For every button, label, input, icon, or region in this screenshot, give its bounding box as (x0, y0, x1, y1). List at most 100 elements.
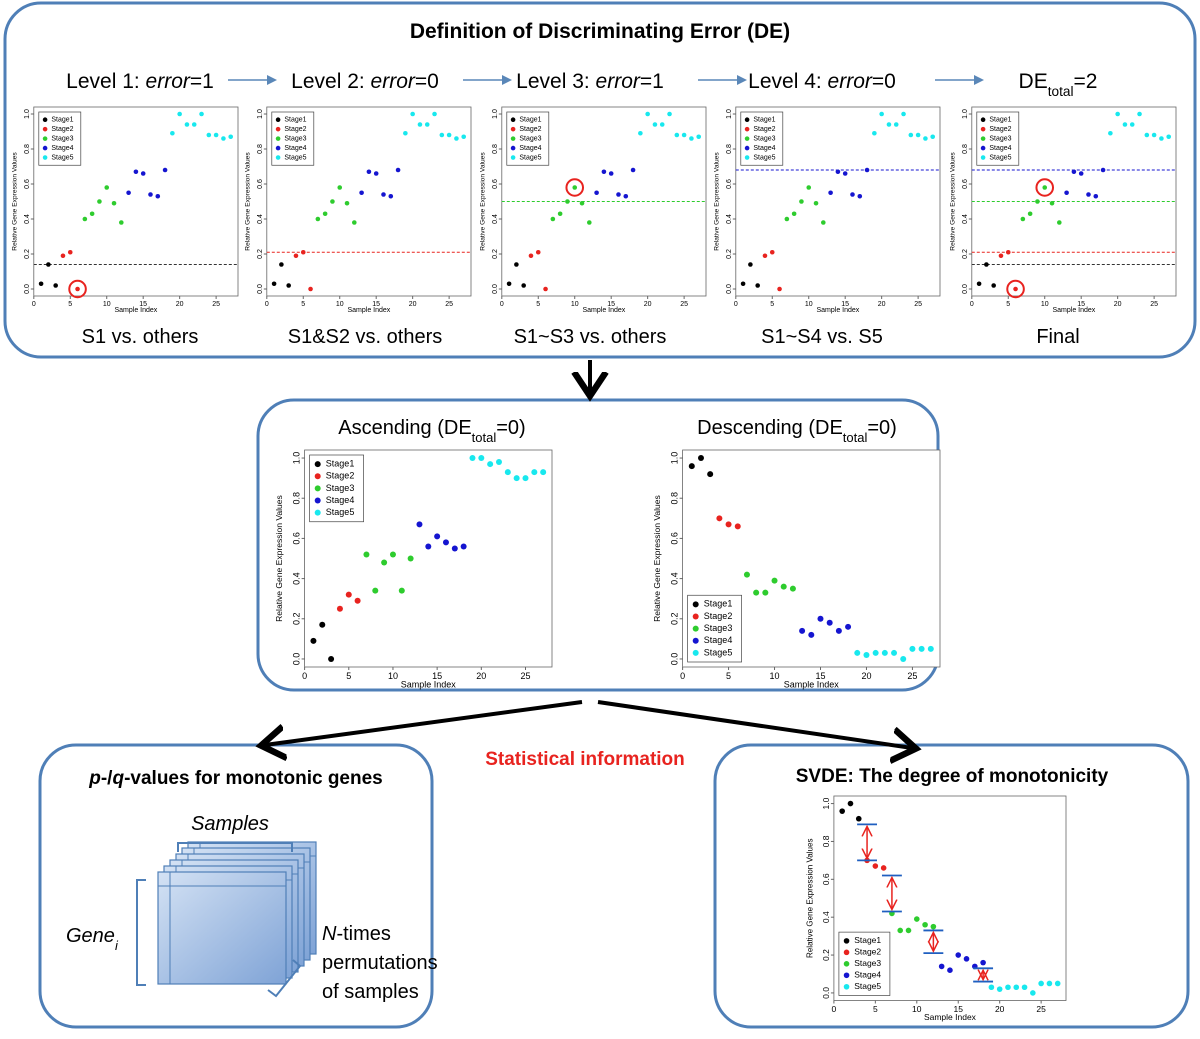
scatter-plot: 0 5 10 15 20 25 0.0 0.2 0.4 0.6 0.8 1.0 Sample Index… (806, 795, 1067, 1022)
data-point (725, 521, 732, 528)
y-tick-label: 1.0 (492, 109, 499, 119)
y-tick-label: 1.0 (24, 109, 31, 119)
matrix-stack (157, 841, 317, 985)
data-point (806, 185, 812, 190)
data-point (389, 551, 396, 558)
data-point (886, 122, 892, 127)
data-point (104, 185, 110, 190)
legend-swatch (510, 145, 516, 151)
data-point (900, 655, 907, 662)
x-tick-label: 10 (805, 301, 813, 308)
x-tick-label: 5 (1006, 301, 1010, 308)
legend-label: Stage5 (854, 981, 881, 991)
data-point (1122, 122, 1128, 127)
data-point (826, 619, 833, 626)
legend-swatch (980, 126, 986, 132)
y-tick-label: 1.0 (726, 109, 733, 119)
x-tick-label: 15 (815, 671, 825, 681)
y-tick-label: 0.4 (24, 214, 31, 224)
text-part: -/ (101, 768, 113, 789)
legend-swatch (692, 649, 699, 656)
data-point (487, 461, 494, 468)
legend-label: Stage2 (854, 947, 881, 957)
data-point (697, 455, 704, 462)
text-part: error (828, 70, 873, 93)
x-tick-label: 10 (336, 301, 344, 308)
text-part: error (596, 70, 641, 93)
y-tick-label: 0.0 (821, 987, 831, 999)
data-point (1078, 171, 1084, 176)
data-point (1020, 216, 1026, 222)
legend-label: Stage5 (704, 647, 733, 657)
data-point (1013, 286, 1018, 292)
direction-heading: Ascending (DEtotal=0) (338, 417, 525, 445)
data-point (478, 455, 485, 462)
legend-label: Stage4 (704, 635, 733, 645)
legend-swatch (275, 126, 281, 132)
data-point (601, 169, 607, 175)
x-tick-label: 20 (176, 301, 184, 308)
data-point (133, 169, 139, 175)
text-part: DE (1019, 70, 1048, 93)
data-point (762, 253, 768, 259)
data-point (716, 515, 723, 522)
data-point (550, 216, 556, 222)
y-tick-label: 0.4 (821, 911, 831, 923)
legend-swatch (843, 961, 850, 967)
legend-swatch (314, 509, 321, 516)
x-tick-label: 0 (265, 301, 269, 308)
legend-label: Stage4 (284, 145, 306, 152)
y-tick-label: 0.8 (292, 492, 302, 505)
x-tick-label: 0 (302, 671, 307, 681)
data-point (454, 136, 459, 141)
data-point (395, 167, 401, 173)
data-point (1159, 136, 1164, 141)
data-point (140, 171, 146, 176)
legend-swatch (314, 473, 321, 480)
data-point (1042, 185, 1048, 190)
data-point (279, 262, 284, 267)
text-part: -values for monotonic genes (124, 768, 383, 789)
data-point (434, 533, 441, 540)
data-point (513, 475, 520, 482)
data-point (184, 122, 190, 127)
x-tick-label: 10 (912, 1004, 922, 1014)
x-tick-label: 10 (388, 671, 398, 681)
permutation-label: permutations (322, 952, 438, 974)
data-point (504, 469, 511, 476)
y-tick-label: 0.0 (292, 653, 302, 666)
data-point (460, 543, 467, 550)
text-part: Ascending (DE (338, 417, 471, 439)
data-point (630, 167, 636, 173)
legend-label: Stage4 (989, 145, 1011, 152)
legend-label: Stage1 (989, 117, 1011, 124)
y-tick-label: 0.2 (726, 249, 733, 259)
data-point (328, 655, 335, 662)
y-tick-label: 0.6 (726, 179, 733, 189)
x-tick-label: 25 (1150, 301, 1158, 308)
data-point (310, 637, 317, 644)
text-part: =0) (867, 417, 896, 439)
y-tick-label: 1.0 (670, 452, 680, 465)
data-point (828, 190, 833, 196)
text-part: =2 (1074, 70, 1098, 93)
data-point (734, 523, 741, 530)
legend-label: Stage3 (854, 958, 881, 968)
level-caption: S1&S2 vs. others (288, 326, 443, 348)
text-part: Gene (66, 925, 115, 947)
x-tick-label: 25 (680, 301, 688, 308)
legend-swatch (980, 136, 986, 141)
y-tick-label: 1.0 (257, 109, 264, 119)
data-point (1144, 132, 1150, 138)
data-point (1005, 249, 1011, 255)
y-tick-label: 0.4 (292, 572, 302, 585)
data-point (938, 963, 945, 970)
data-point (799, 627, 806, 634)
text-part: -times (336, 923, 390, 945)
data-point (901, 111, 906, 117)
y-axis-label: Relative Gene Expression Values (244, 152, 251, 251)
data-point (638, 130, 643, 136)
permutation-label: N-times (322, 923, 391, 945)
x-tick-label: 5 (726, 671, 731, 681)
text-part: total (843, 430, 868, 445)
